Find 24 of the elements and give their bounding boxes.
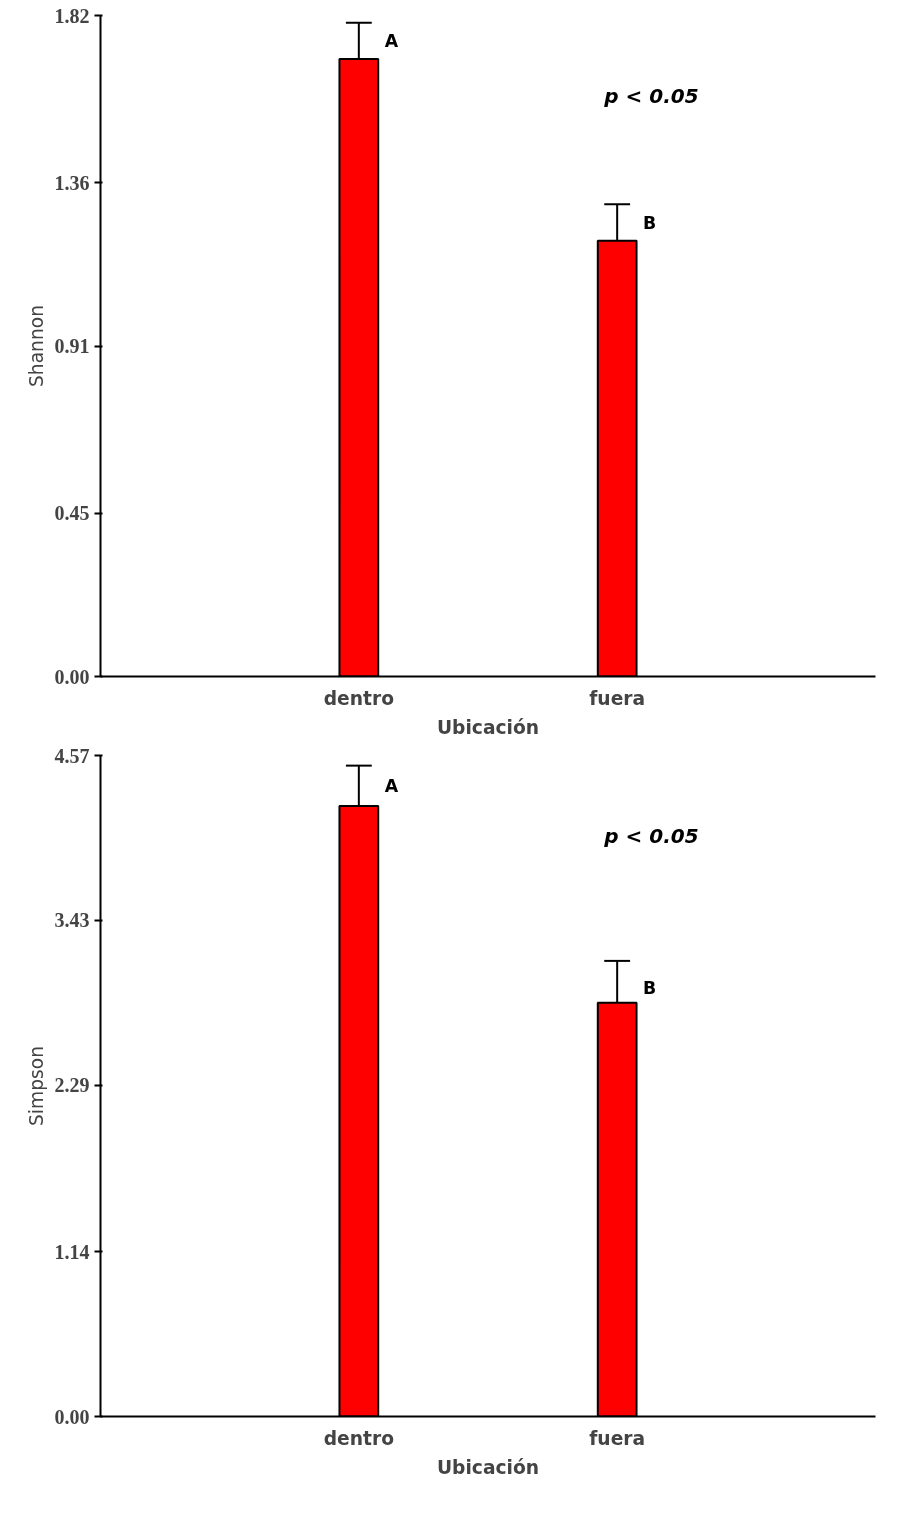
annotation: p < 0.05 <box>603 84 699 109</box>
annotation: A <box>384 775 399 796</box>
y-tick-label: 1.82 <box>54 4 90 27</box>
y-tick-label: 0.45 <box>54 502 90 525</box>
y-tick-label: 3.43 <box>54 909 90 932</box>
x-axis-title: Ubicación <box>436 1456 540 1478</box>
y-tick-label: 0.00 <box>54 665 90 688</box>
y-axis-title: Shannon <box>25 304 47 387</box>
y-tick-label: 2.29 <box>54 1074 90 1097</box>
y-tick-label: 4.57 <box>54 744 90 767</box>
x-tick-label: dentro <box>323 1427 395 1449</box>
y-tick-label: 1.14 <box>54 1240 90 1263</box>
annotation: A <box>384 30 399 51</box>
x-tick-label: dentro <box>323 687 395 709</box>
annotation: B <box>643 978 657 999</box>
y-tick-label: 0.91 <box>54 335 90 357</box>
x-tick-label: fuera <box>589 687 646 709</box>
x-tick-label: fuera <box>589 1427 646 1449</box>
y-tick-label: 1.36 <box>54 171 90 194</box>
annotation: p < 0.05 <box>603 824 699 849</box>
x-axis-title: Ubicación <box>436 716 540 738</box>
annotation: B <box>643 212 657 233</box>
y-axis-title: Simpson <box>25 1046 47 1126</box>
y-tick-label: 0.00 <box>54 1405 90 1428</box>
